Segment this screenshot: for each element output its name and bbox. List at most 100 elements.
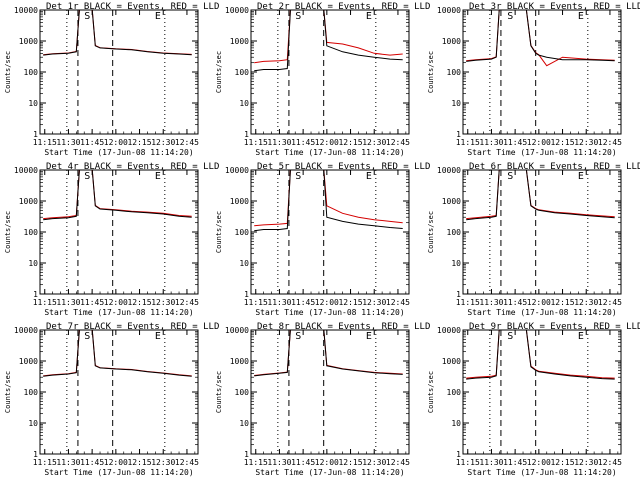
end-marker-label: E — [578, 171, 584, 182]
x-tick-label: 12:45 — [386, 298, 410, 307]
lld-series-line — [254, 170, 403, 227]
x-tick-label: 11:30 — [479, 138, 503, 147]
lld-series-line — [466, 330, 615, 379]
y-tick-label: 10 — [451, 259, 461, 268]
x-tick-label: 12:45 — [175, 298, 199, 307]
y-tick-label: 10000 — [14, 166, 38, 175]
end-marker-label: E — [155, 11, 161, 22]
y-tick-label: 1 — [244, 130, 249, 139]
y-tick-label: 10 — [239, 259, 249, 268]
x-tick-label: 11:30 — [479, 458, 503, 467]
x-tick-label: 11:45 — [80, 138, 104, 147]
y-tick-label: 10000 — [437, 326, 461, 335]
y-tick-label: 10 — [239, 99, 249, 108]
y-axis-label: Counts/sec — [215, 211, 223, 253]
y-axis-label: Counts/sec — [427, 51, 435, 93]
x-tick-label: 12:00 — [527, 138, 551, 147]
y-tick-label: 10 — [451, 99, 461, 108]
y-tick-label: 10000 — [14, 326, 38, 335]
x-axis-label: Start Time (17-Jun-08 11:14:20) — [467, 468, 616, 477]
plot-frame — [462, 169, 622, 295]
y-tick-label: 1000 — [442, 197, 461, 206]
y-tick-label: 1 — [33, 130, 38, 139]
panel-title: Det 7r BLACK = Events, RED = LLD — [46, 322, 219, 332]
plot-frame — [250, 9, 410, 135]
events-series-line — [254, 330, 403, 377]
x-tick-label: 11:30 — [267, 298, 291, 307]
y-tick-label: 1 — [33, 290, 38, 299]
y-axis-label: Counts/sec — [215, 371, 223, 413]
y-tick-label: 1 — [456, 450, 461, 459]
x-axis-label: Start Time (17-Jun-08 11:14:20) — [255, 308, 404, 317]
y-tick-label: 100 — [24, 228, 39, 237]
end-marker-label: E — [155, 331, 161, 342]
x-tick-label: 11:15 — [244, 458, 268, 467]
x-tick-label: 12:15 — [550, 138, 574, 147]
panel-title: Det 6r BLACK = Events, RED = LLD — [469, 162, 640, 172]
x-tick-label: 12:45 — [175, 138, 199, 147]
x-tick-label: 11:45 — [291, 138, 315, 147]
x-tick-label: 11:15 — [456, 138, 480, 147]
x-axis-label: Start Time (17-Jun-08 11:14:20) — [467, 308, 616, 317]
y-tick-label: 1000 — [19, 197, 38, 206]
panel-title: Det 3r BLACK = Events, RED = LLD — [469, 2, 640, 12]
y-tick-label: 1 — [244, 450, 249, 459]
y-axis-label: Counts/sec — [427, 371, 435, 413]
x-tick-label: 12:45 — [386, 458, 410, 467]
y-tick-label: 100 — [235, 228, 250, 237]
x-tick-label: 12:30 — [574, 298, 598, 307]
x-axis-label: Start Time (17-Jun-08 11:14:20) — [255, 148, 404, 157]
y-tick-label: 1000 — [442, 357, 461, 366]
x-tick-label: 12:00 — [527, 458, 551, 467]
x-tick-label: 12:45 — [598, 298, 622, 307]
start-marker-label: S — [507, 11, 513, 22]
start-marker-label: S — [295, 171, 301, 182]
x-tick-label: 12:30 — [362, 138, 386, 147]
x-tick-label: 12:45 — [598, 138, 622, 147]
y-tick-label: 1000 — [19, 37, 38, 46]
start-marker-label: S — [507, 171, 513, 182]
x-tick-label: 11:45 — [80, 298, 104, 307]
end-marker-label: E — [578, 331, 584, 342]
y-axis-label: Counts/sec — [427, 211, 435, 253]
x-tick-label: 11:30 — [267, 138, 291, 147]
lld-series-line — [43, 10, 192, 56]
end-marker-label: E — [366, 331, 372, 342]
y-tick-label: 1 — [244, 290, 249, 299]
y-tick-label: 1000 — [230, 37, 249, 46]
events-series-line — [43, 170, 192, 221]
x-tick-label: 11:15 — [244, 298, 268, 307]
y-tick-label: 10000 — [225, 326, 249, 335]
plot-frame — [39, 169, 199, 295]
x-tick-label: 12:30 — [151, 458, 175, 467]
x-tick-label: 12:00 — [104, 298, 128, 307]
x-tick-label: 11:30 — [56, 138, 80, 147]
y-tick-label: 1000 — [230, 197, 249, 206]
panel-title: Det 8r BLACK = Events, RED = LLD — [257, 322, 430, 332]
x-tick-label: 12:00 — [315, 458, 339, 467]
x-tick-label: 12:30 — [151, 298, 175, 307]
x-tick-label: 12:45 — [175, 458, 199, 467]
plot-frame — [250, 329, 410, 455]
x-tick-label: 11:45 — [80, 458, 104, 467]
x-tick-label: 11:45 — [503, 458, 527, 467]
plot-frame — [462, 329, 622, 455]
x-tick-label: 12:15 — [338, 458, 362, 467]
start-marker-label: S — [295, 11, 301, 22]
x-tick-label: 12:00 — [315, 138, 339, 147]
x-axis-label: Start Time (17-Jun-08 11:14:20) — [44, 148, 193, 157]
x-tick-label: 11:15 — [244, 138, 268, 147]
y-axis-label: Counts/sec — [4, 51, 12, 93]
x-tick-label: 12:45 — [598, 458, 622, 467]
lld-series-line — [254, 10, 403, 64]
x-axis-label: Start Time (17-Jun-08 11:14:20) — [44, 468, 193, 477]
x-tick-label: 12:15 — [550, 458, 574, 467]
x-tick-label: 11:45 — [291, 458, 315, 467]
x-tick-label: 12:30 — [362, 458, 386, 467]
